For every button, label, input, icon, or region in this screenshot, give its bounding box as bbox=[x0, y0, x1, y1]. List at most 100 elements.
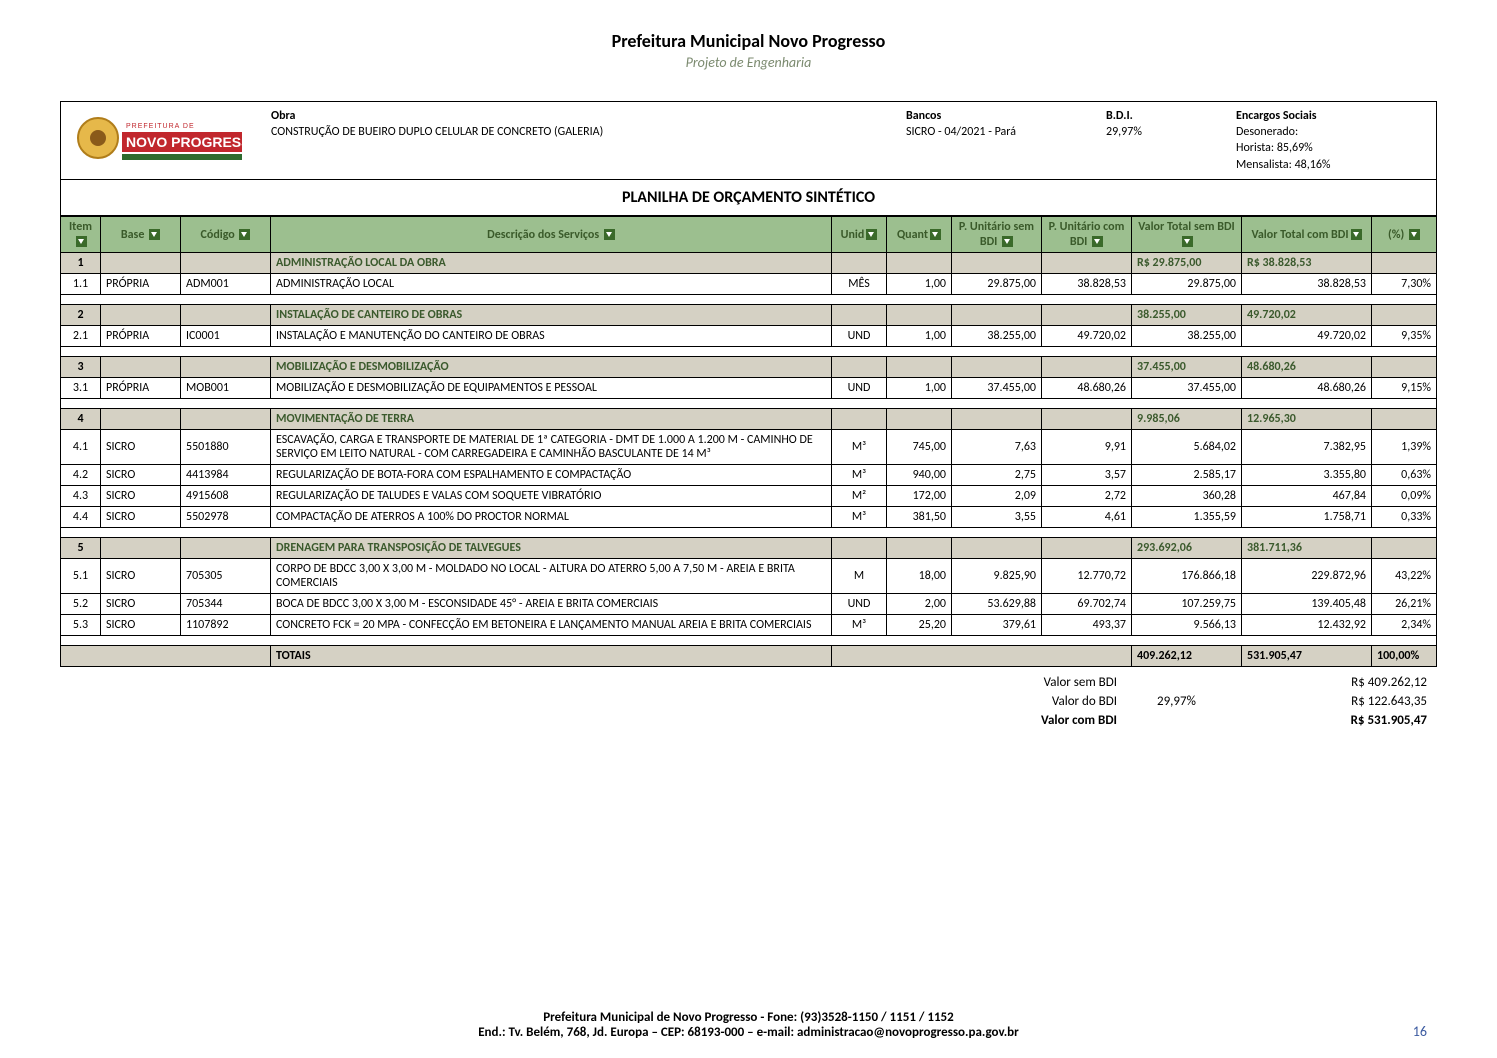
col-base[interactable]: Base bbox=[101, 216, 181, 252]
cell: 1,00 bbox=[887, 325, 952, 346]
cell: SICRO bbox=[101, 464, 181, 485]
col-codigo[interactable]: Código bbox=[181, 216, 271, 252]
cell: 3,57 bbox=[1042, 464, 1132, 485]
col-vt-sem[interactable]: Valor Total sem BDI bbox=[1132, 216, 1242, 252]
cell bbox=[181, 356, 271, 377]
cell: ADMINISTRAÇÃO LOCAL DA OBRA bbox=[271, 252, 832, 273]
filter-icon[interactable] bbox=[1092, 236, 1103, 247]
cell: M³ bbox=[832, 506, 887, 527]
cell: M³ bbox=[832, 429, 887, 464]
cell: MOB001 bbox=[181, 377, 271, 398]
cell bbox=[181, 252, 271, 273]
cell: INSTALAÇÃO E MANUTENÇÃO DO CANTEIRO DE O… bbox=[271, 325, 832, 346]
cell bbox=[1372, 252, 1437, 273]
cell: 705305 bbox=[181, 558, 271, 593]
cell: PRÓPRIA bbox=[101, 325, 181, 346]
cell: 3.1 bbox=[61, 377, 101, 398]
summary-value: R$ 122.643,35 bbox=[1277, 694, 1427, 709]
table-row: 5.1SICRO705305CORPO DE BDCC 3,00 X 3,00 … bbox=[61, 558, 1437, 593]
summary-label: Valor sem BDI bbox=[987, 675, 1117, 690]
cell: UND bbox=[832, 593, 887, 614]
col-vt-com[interactable]: Valor Total com BDI bbox=[1242, 216, 1372, 252]
filter-icon[interactable] bbox=[866, 229, 877, 240]
filter-icon[interactable] bbox=[76, 236, 87, 247]
bdi-label: B.D.I. bbox=[1106, 108, 1216, 124]
bdi-text: 29,97% bbox=[1106, 125, 1142, 139]
cell: 0,09% bbox=[1372, 485, 1437, 506]
col-pct[interactable]: (%) bbox=[1372, 216, 1437, 252]
col-pu-sem[interactable]: P. Unitário sem BDI bbox=[952, 216, 1042, 252]
cell: 48.680,26 bbox=[1042, 377, 1132, 398]
filter-icon[interactable] bbox=[1409, 229, 1420, 240]
cell: 12.770,72 bbox=[1042, 558, 1132, 593]
cell: BOCA DE BDCC 3,00 X 3,00 M - ESCONSIDADE… bbox=[271, 593, 832, 614]
col-item[interactable]: Item bbox=[61, 216, 101, 252]
cell: ESCAVAÇÃO, CARGA E TRANSPORTE DE MATERIA… bbox=[271, 429, 832, 464]
cell: TOTAIS bbox=[271, 645, 832, 666]
cell: 381.711,36 bbox=[1242, 537, 1372, 558]
cell: 38.255,00 bbox=[1132, 304, 1242, 325]
cell: UND bbox=[832, 325, 887, 346]
cell: SICRO bbox=[101, 558, 181, 593]
cell: 9.825,90 bbox=[952, 558, 1042, 593]
col-quant[interactable]: Quant bbox=[887, 216, 952, 252]
filter-icon[interactable] bbox=[239, 229, 250, 240]
bancos-label: Bancos bbox=[906, 108, 1086, 124]
table-row: 4.3SICRO4915608REGULARIZAÇÃO DE TALUDES … bbox=[61, 485, 1437, 506]
cell: 2.585,17 bbox=[1132, 464, 1242, 485]
cell: 1,39% bbox=[1372, 429, 1437, 464]
cell: 745,00 bbox=[887, 429, 952, 464]
footer-line2: End.: Tv. Belém, 768, Jd. Europa – CEP: … bbox=[0, 1025, 1497, 1040]
cell bbox=[887, 304, 952, 325]
cell: REGULARIZAÇÃO DE TALUDES E VALAS COM SOQ… bbox=[271, 485, 832, 506]
col-unid[interactable]: Unid bbox=[832, 216, 887, 252]
cell bbox=[887, 537, 952, 558]
cell: PRÓPRIA bbox=[101, 273, 181, 294]
cell: 5502978 bbox=[181, 506, 271, 527]
filter-icon[interactable] bbox=[1351, 229, 1362, 240]
info-row: PREFEITURA DE NOVO PROGRESSO Obra CONSTR… bbox=[60, 101, 1437, 179]
cell: 3.355,80 bbox=[1242, 464, 1372, 485]
cell: 48.680,26 bbox=[1242, 377, 1372, 398]
cell bbox=[181, 304, 271, 325]
cell: MOBILIZAÇÃO E DESMOBILIZAÇÃO bbox=[271, 356, 832, 377]
cell bbox=[1042, 252, 1132, 273]
filter-icon[interactable] bbox=[604, 229, 615, 240]
cell bbox=[101, 356, 181, 377]
cell: 7,63 bbox=[952, 429, 1042, 464]
table-row: 5 DRENAGEM PARA TRANSPOSIÇÃO DE TALVEGUES… bbox=[61, 537, 1437, 558]
cell: 5.3 bbox=[61, 614, 101, 635]
cell: 493,37 bbox=[1042, 614, 1132, 635]
cell: 2 bbox=[61, 304, 101, 325]
cell: 53.629,88 bbox=[952, 593, 1042, 614]
cell: DRENAGEM PARA TRANSPOSIÇÃO DE TALVEGUES bbox=[271, 537, 832, 558]
cell: SICRO bbox=[101, 485, 181, 506]
filter-icon[interactable] bbox=[1182, 236, 1193, 247]
page-number: 16 bbox=[1413, 1023, 1427, 1040]
cell bbox=[1372, 304, 1437, 325]
cell: 38.828,53 bbox=[1042, 273, 1132, 294]
col-desc[interactable]: Descrição dos Serviços bbox=[271, 216, 832, 252]
cell bbox=[181, 408, 271, 429]
totals-row: TOTAIS409.262,12531.905,47100,00% bbox=[61, 645, 1437, 666]
logo-cell: PREFEITURA DE NOVO PROGRESSO bbox=[61, 102, 261, 174]
cell: 531.905,47 bbox=[1242, 645, 1372, 666]
filter-icon[interactable] bbox=[930, 229, 941, 240]
col-pu-com[interactable]: P. Unitário com BDI bbox=[1042, 216, 1132, 252]
cell: UND bbox=[832, 377, 887, 398]
filter-icon[interactable] bbox=[1002, 236, 1013, 247]
cell: 379,61 bbox=[952, 614, 1042, 635]
cell: 9.985,06 bbox=[1132, 408, 1242, 429]
cell bbox=[1042, 356, 1132, 377]
cell: R$ 38.828,53 bbox=[1242, 252, 1372, 273]
obra-text: CONSTRUÇÃO DE BUEIRO DUPLO CELULAR DE CO… bbox=[271, 125, 603, 139]
cell: 100,00% bbox=[1372, 645, 1437, 666]
cell: SICRO bbox=[101, 429, 181, 464]
cell: 4,61 bbox=[1042, 506, 1132, 527]
filter-icon[interactable] bbox=[149, 229, 160, 240]
cell: 37.455,00 bbox=[1132, 356, 1242, 377]
cell: SICRO bbox=[101, 593, 181, 614]
table-row: 4.1SICRO5501880ESCAVAÇÃO, CARGA E TRANSP… bbox=[61, 429, 1437, 464]
cell: 5 bbox=[61, 537, 101, 558]
cell: 5.2 bbox=[61, 593, 101, 614]
